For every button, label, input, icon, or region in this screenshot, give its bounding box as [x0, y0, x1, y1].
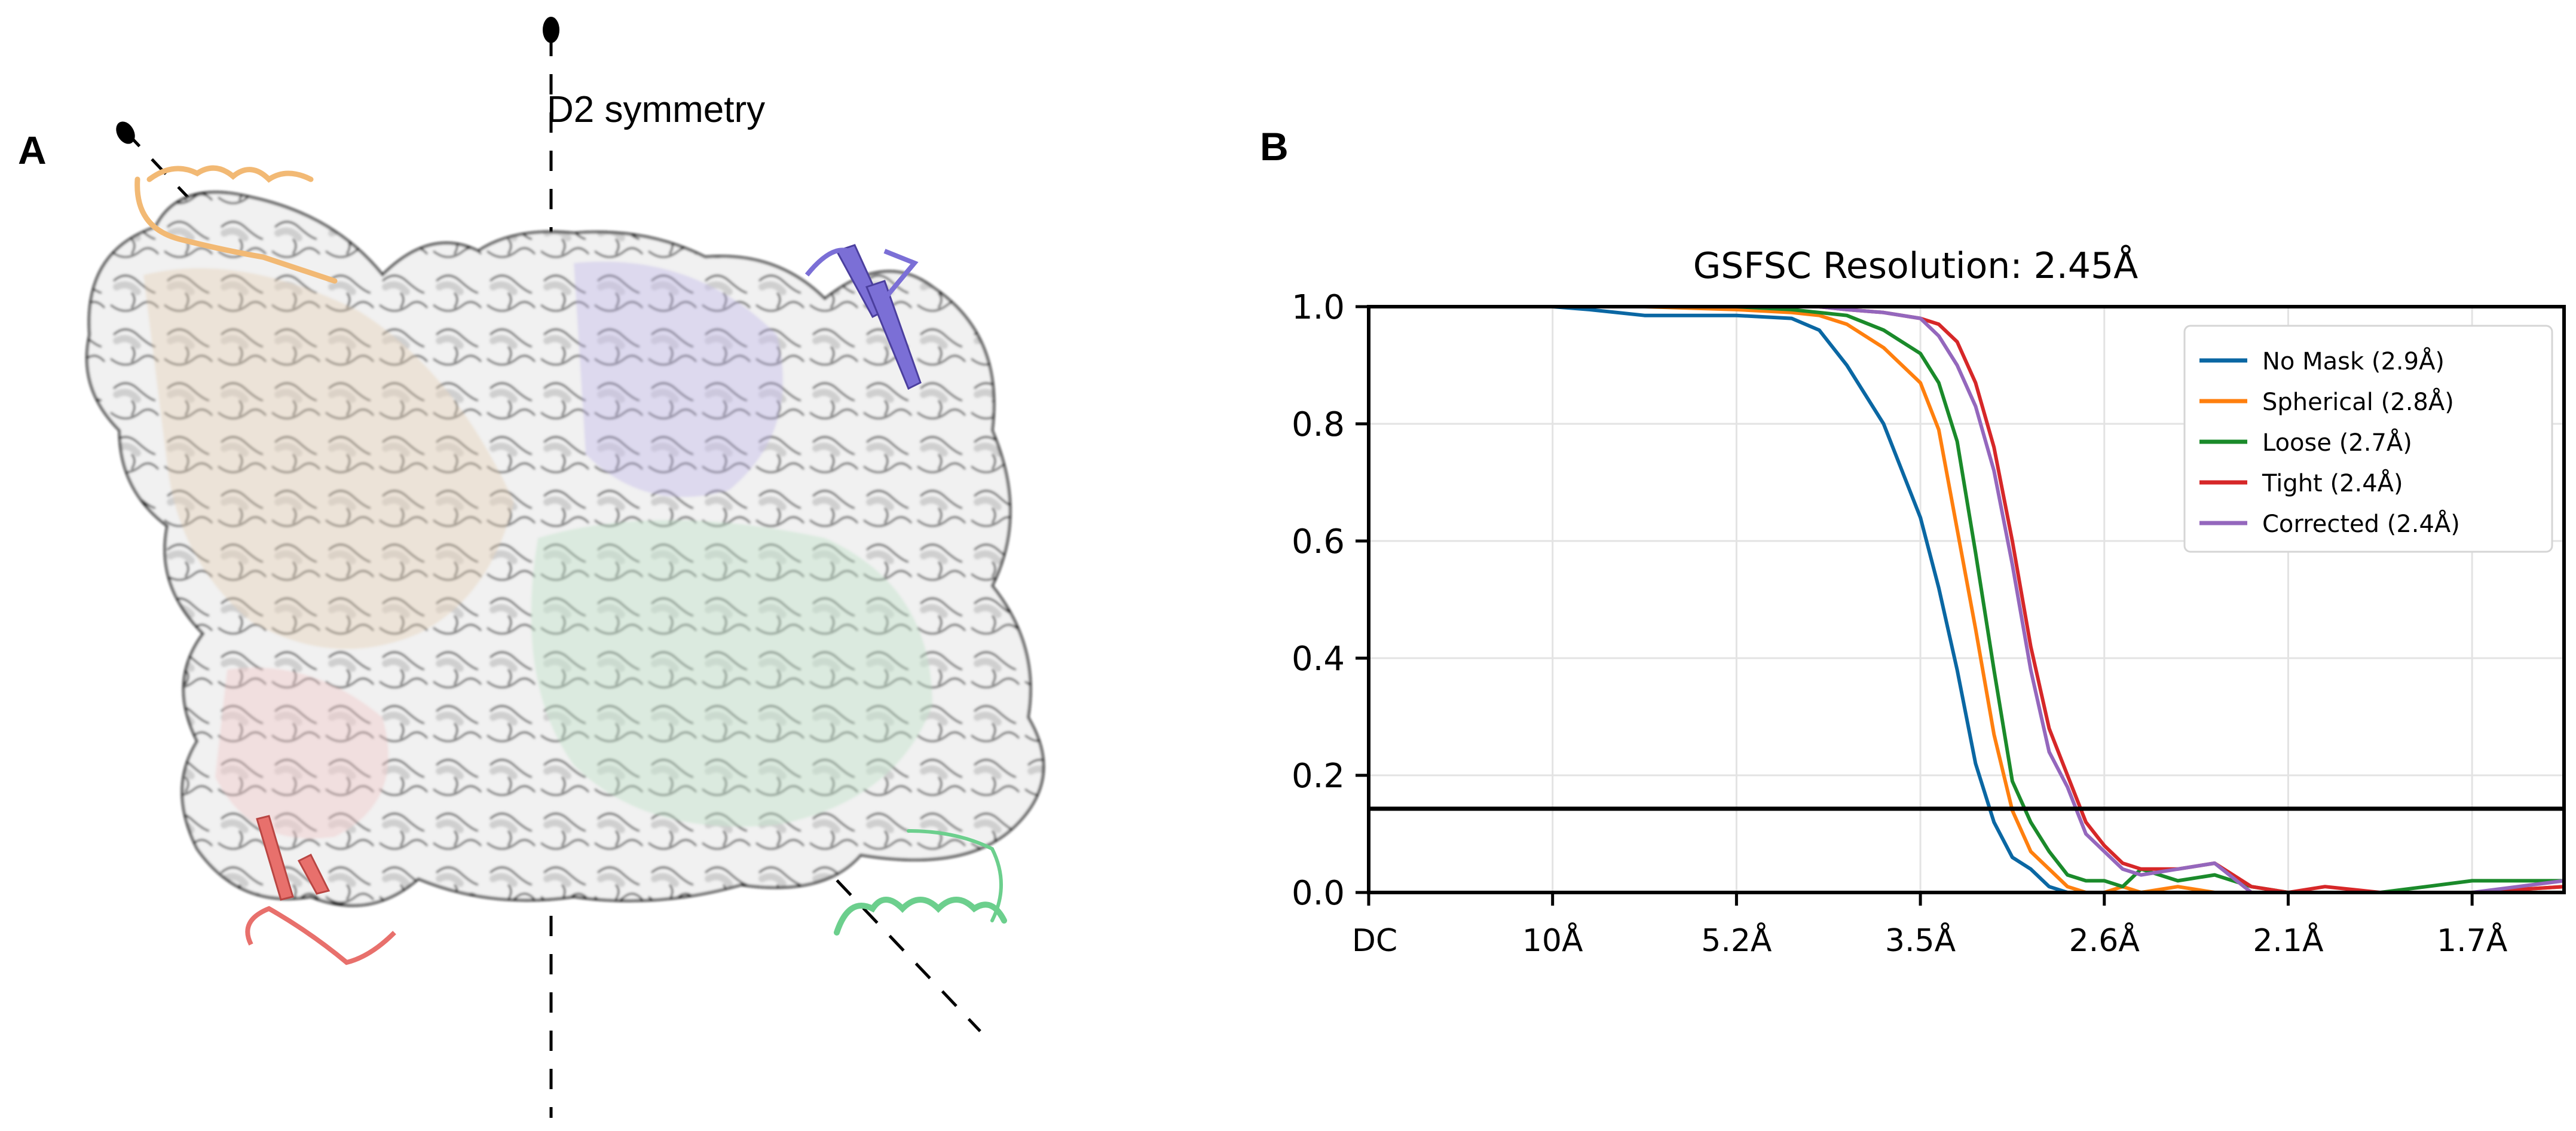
x-tick-label: 10Å — [1522, 922, 1583, 959]
y-tick-label: 1.0 — [1292, 288, 1345, 327]
y-tick-label: 0.0 — [1292, 874, 1345, 913]
fsc-chart-panel: GSFSC Resolution: 2.45Å 0.0 0.2 0.4 0.6 0.8 1… — [1255, 227, 2576, 1076]
x-tick-label: 2.1Å — [2253, 922, 2324, 959]
x-tick-label: 5.2Å — [1701, 922, 1772, 959]
ribbon-red — [245, 815, 396, 965]
y-tick-label: 0.4 — [1292, 640, 1345, 678]
legend-entry: No Mask (2.9Å) — [2262, 347, 2445, 375]
x-tick-label: 2.6Å — [2069, 922, 2140, 959]
ribbon-purple — [804, 244, 922, 390]
x-tick-label: 3.5Å — [1885, 922, 1956, 959]
protein-structure-panel: D2 symmetry — [0, 0, 1195, 1129]
axis-marker-top — [543, 17, 559, 43]
axis-marker-diagonal — [116, 121, 135, 144]
legend-entry: Corrected (2.4Å) — [2262, 509, 2460, 538]
x-tick-label: 1.7Å — [2437, 922, 2508, 959]
fsc-chart: 0.0 0.2 0.4 0.6 0.8 1.0 DC 10Å 5.2Å 3.5Å 2.6Å 2.1Å… — [1292, 288, 2566, 959]
legend-entry: Loose (2.7Å) — [2262, 428, 2412, 457]
panel-b-label: B — [1260, 124, 1289, 169]
plot-frame — [1367, 305, 2566, 894]
panel-a-label: A — [18, 128, 47, 172]
y-tick-label: 0.6 — [1292, 522, 1345, 561]
ribbon-orange — [134, 165, 338, 284]
symmetry-label: D2 symmetry — [547, 89, 766, 130]
y-tick-label: 0.2 — [1292, 757, 1345, 796]
y-axis-ticks: 0.0 0.2 0.4 0.6 0.8 1.0 — [1292, 288, 1369, 913]
legend-entry: Spherical (2.8Å) — [2262, 387, 2454, 416]
legend-entry: Tight (2.4Å) — [2262, 469, 2403, 497]
chart-legend: No Mask (2.9Å) Spherical (2.8Å) Loose (2.7… — [2183, 325, 2553, 553]
x-tick-label: DC — [1352, 923, 1397, 959]
ribbon-green — [834, 829, 1007, 936]
y-tick-label: 0.8 — [1292, 405, 1345, 444]
protein-structure-illustration — [85, 17, 1045, 1118]
density-map — [85, 191, 1045, 907]
chart-title: GSFSC Resolution: 2.45Å — [1693, 245, 2138, 287]
x-axis-ticks: DC 10Å 5.2Å 3.5Å 2.6Å 2.1Å 1.7Å — [1352, 892, 2508, 959]
